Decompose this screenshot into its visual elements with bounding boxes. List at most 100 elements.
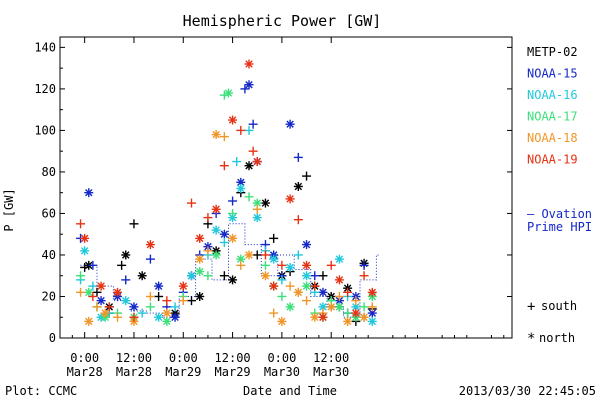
data-point-north — [84, 188, 94, 198]
plot-credit: Plot: CCMC — [5, 384, 77, 398]
star-stroke — [80, 234, 89, 243]
data-point-south — [293, 215, 303, 225]
data-point-south — [88, 291, 98, 301]
x-tick-time-label: 12:00 — [215, 351, 251, 365]
star-stroke — [253, 199, 261, 207]
data-point-south — [170, 302, 180, 312]
data-point-south — [203, 213, 213, 223]
data-point-north — [359, 312, 369, 322]
data-points-layer — [76, 59, 377, 326]
data-point-south — [359, 260, 369, 270]
x-tick-date-label: Mar28 — [67, 365, 103, 379]
data-point-south — [219, 132, 229, 142]
data-point-south — [343, 287, 353, 297]
star-stroke — [245, 60, 253, 68]
star-stroke — [245, 81, 253, 89]
legend-entry: METP-02 — [527, 45, 578, 59]
x-tick-time-label: 0:00 — [267, 351, 296, 365]
star-stroke — [220, 230, 229, 238]
data-point-south — [145, 254, 155, 264]
y-axis-label: P [GW] — [2, 188, 16, 231]
star-stroke — [335, 255, 344, 263]
star-stroke — [335, 303, 344, 311]
star-stroke — [278, 317, 286, 326]
north-symbol-label: north — [539, 331, 575, 345]
data-point-north — [211, 204, 221, 214]
data-point-south — [269, 233, 279, 243]
data-point-south — [343, 308, 353, 318]
data-point-south — [76, 271, 86, 281]
data-point-south — [92, 302, 102, 312]
data-point-south — [76, 287, 86, 297]
data-point-north — [285, 262, 295, 272]
data-point-north — [302, 260, 312, 270]
data-point-north — [310, 312, 320, 322]
star-stroke — [253, 213, 261, 222]
data-point-south — [104, 302, 114, 312]
north-symbol: * — [527, 331, 535, 347]
star-stroke — [360, 313, 368, 321]
data-point-south — [113, 312, 123, 322]
star-stroke — [85, 317, 93, 326]
star-stroke — [237, 255, 245, 263]
star-stroke — [302, 240, 311, 249]
data-point-south — [244, 192, 254, 202]
plot-timestamp: 2013/03/30 22:45:05 — [459, 384, 596, 398]
star-stroke — [130, 303, 138, 311]
data-point-south — [228, 196, 238, 206]
star-stroke — [195, 267, 204, 276]
data-point-north — [252, 198, 262, 208]
data-point-north — [343, 316, 353, 326]
data-point-north — [236, 184, 246, 194]
star-stroke — [154, 313, 163, 321]
data-point-north — [277, 316, 287, 326]
x-axis: 0:00Mar2812:00Mar280:00Mar2912:00Mar290:… — [67, 37, 505, 379]
star-stroke — [302, 282, 311, 290]
south-symbol: + — [527, 299, 535, 315]
data-point-south — [154, 291, 164, 301]
star-stroke — [97, 282, 105, 290]
x-tick-date-label: Mar30 — [264, 365, 300, 379]
data-point-south — [137, 308, 147, 318]
data-point-south — [293, 250, 303, 260]
data-point-south — [285, 281, 295, 291]
data-point-north — [96, 296, 106, 306]
star-stroke — [302, 271, 311, 280]
data-point-south — [293, 152, 303, 162]
data-point-north — [252, 157, 262, 167]
data-point-north — [211, 225, 221, 235]
star-stroke — [138, 271, 146, 280]
chart-title: Hemispheric Power [GW] — [183, 12, 382, 30]
x-tick-time-label: 12:00 — [116, 351, 152, 365]
data-point-south — [219, 161, 229, 171]
star-stroke — [343, 317, 352, 326]
legend-entry: NOAA-17 — [527, 110, 578, 124]
star-stroke — [237, 184, 245, 193]
south-symbol-label: south — [541, 299, 577, 313]
data-point-south — [203, 246, 213, 256]
data-point-north — [293, 287, 303, 297]
data-point-north — [211, 250, 221, 260]
x-tick-date-label: Mar28 — [116, 365, 152, 379]
star-stroke — [327, 303, 335, 311]
star-stroke — [261, 199, 270, 207]
data-point-north — [269, 281, 279, 291]
star-stroke — [195, 255, 204, 263]
plot-area — [59, 36, 513, 339]
data-point-south — [269, 308, 279, 318]
star-stroke — [228, 116, 237, 124]
series-noaa-18 — [76, 130, 377, 326]
plot-frame — [59, 36, 513, 339]
x-axis-label: Date and Time — [243, 384, 337, 398]
data-point-north — [228, 115, 238, 125]
data-point-north — [100, 308, 110, 318]
star-stroke — [286, 303, 294, 311]
data-point-south — [203, 271, 213, 281]
data-point-north — [228, 275, 238, 285]
data-point-south — [186, 296, 196, 306]
data-point-north — [318, 287, 328, 297]
data-point-south — [326, 260, 336, 270]
star-stroke — [368, 288, 377, 297]
data-point-south — [260, 250, 270, 260]
data-point-north — [318, 312, 328, 322]
